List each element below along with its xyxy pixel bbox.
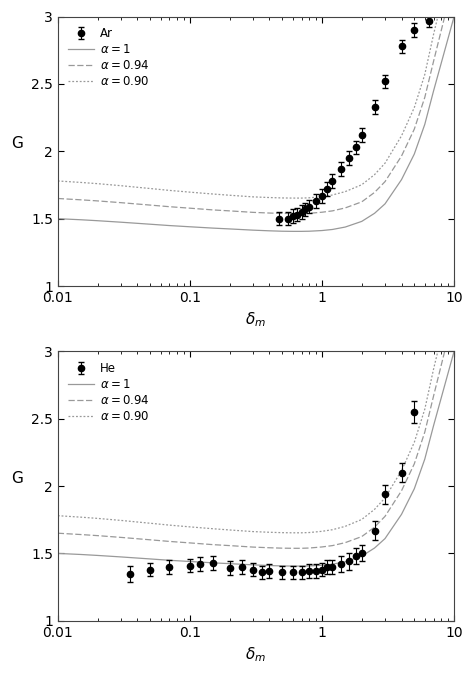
X-axis label: $\delta_m$: $\delta_m$	[246, 310, 266, 329]
X-axis label: $\delta_m$: $\delta_m$	[246, 645, 266, 664]
Y-axis label: G: G	[11, 471, 23, 486]
Legend: Ar, $\alpha = 1$, $\alpha = 0.94$, $\alpha = 0.90$: Ar, $\alpha = 1$, $\alpha = 0.94$, $\alp…	[64, 22, 155, 93]
Y-axis label: G: G	[11, 136, 23, 151]
Legend: He, $\alpha = 1$, $\alpha = 0.94$, $\alpha = 0.90$: He, $\alpha = 1$, $\alpha = 0.94$, $\alp…	[64, 357, 155, 427]
